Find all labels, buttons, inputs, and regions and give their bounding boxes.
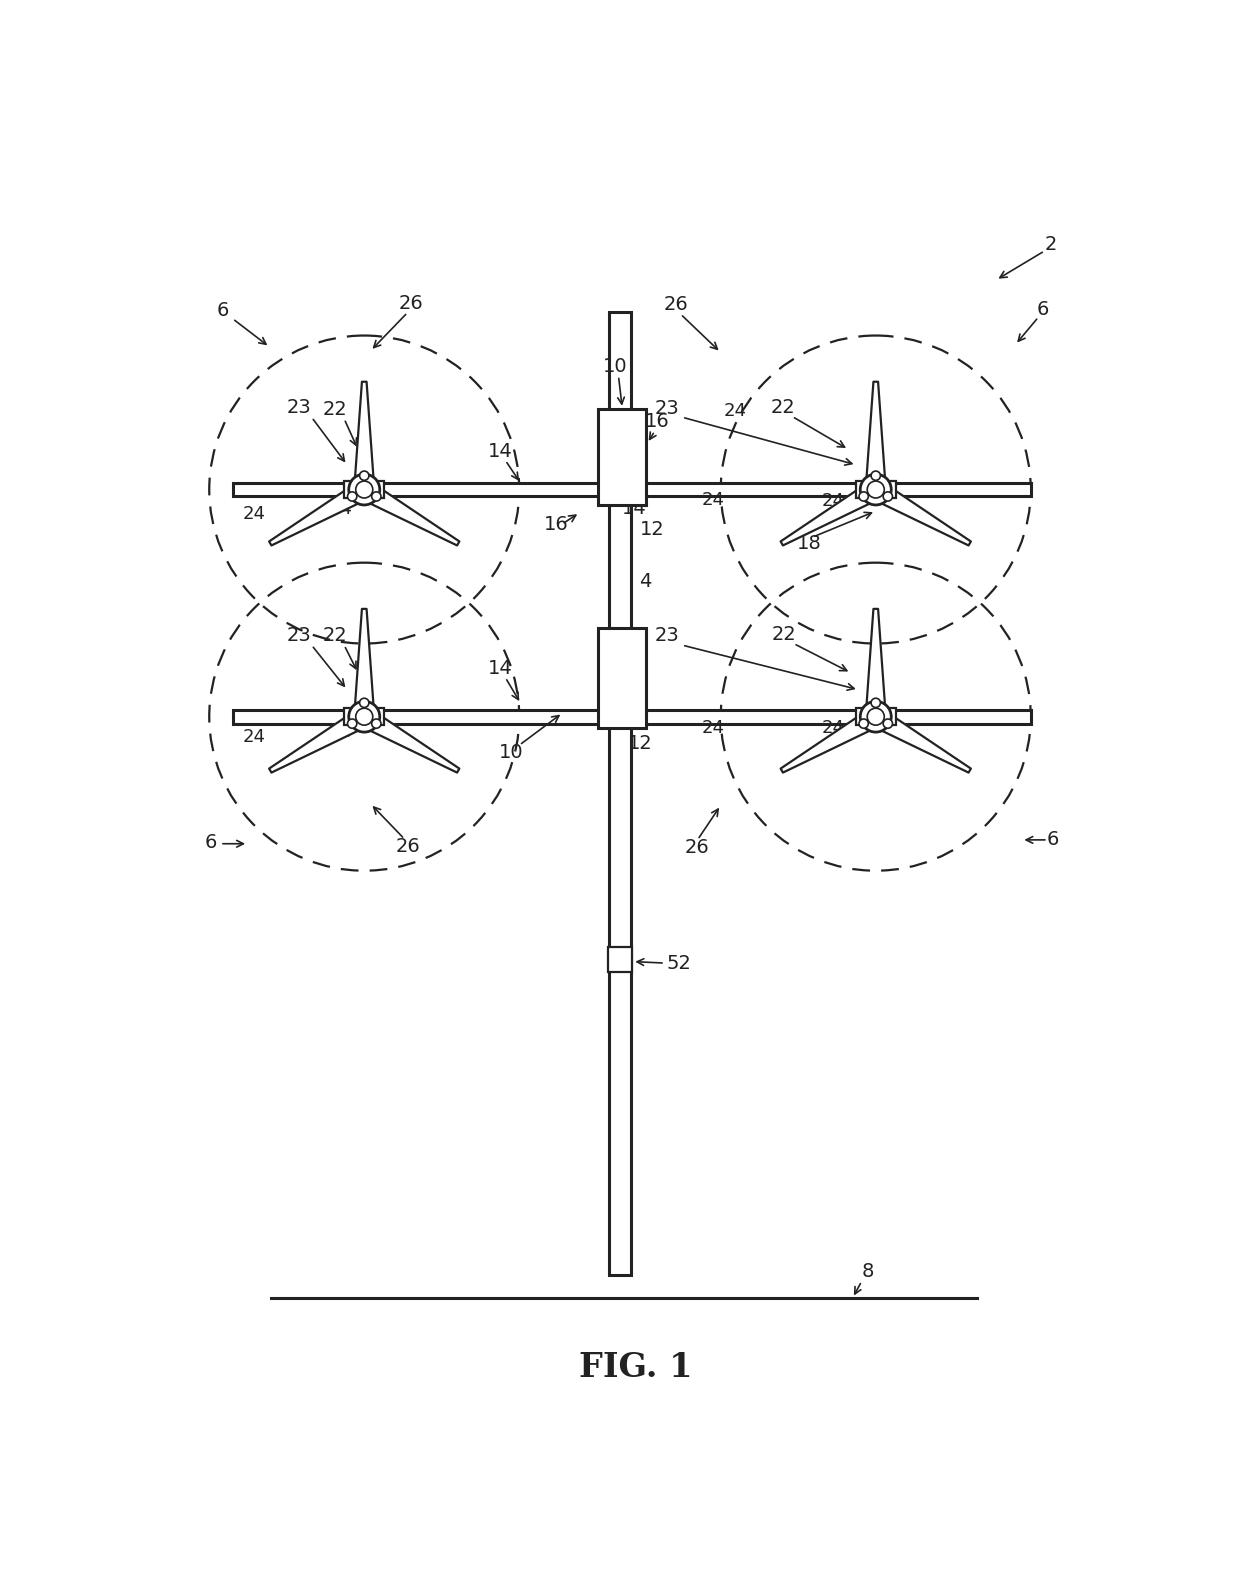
Text: FIG. 1: FIG. 1 — [579, 1351, 692, 1385]
Polygon shape — [360, 708, 459, 773]
Circle shape — [867, 708, 884, 725]
Circle shape — [861, 475, 892, 505]
Text: 12: 12 — [640, 520, 665, 539]
Text: 14: 14 — [621, 498, 646, 517]
Text: 6: 6 — [217, 301, 229, 320]
Polygon shape — [360, 481, 459, 546]
Text: 2: 2 — [1044, 235, 1056, 254]
Circle shape — [859, 719, 868, 729]
Text: 24: 24 — [822, 492, 844, 509]
Text: 22: 22 — [322, 401, 347, 419]
Text: 26: 26 — [398, 293, 423, 312]
Text: 10: 10 — [500, 743, 523, 762]
Bar — [345, 708, 384, 725]
Bar — [608, 946, 632, 971]
Polygon shape — [866, 382, 885, 489]
Circle shape — [870, 472, 880, 481]
Circle shape — [348, 702, 379, 732]
Polygon shape — [355, 382, 374, 489]
Bar — [345, 481, 384, 498]
Polygon shape — [269, 708, 370, 773]
Circle shape — [372, 719, 381, 729]
Text: 24: 24 — [243, 729, 265, 746]
Circle shape — [859, 492, 868, 501]
Polygon shape — [870, 481, 971, 546]
Text: 8: 8 — [862, 1262, 874, 1282]
Bar — [598, 628, 646, 729]
Polygon shape — [870, 708, 971, 773]
Circle shape — [870, 699, 880, 708]
Polygon shape — [269, 481, 370, 546]
Circle shape — [348, 475, 379, 505]
Text: 16: 16 — [544, 514, 569, 533]
Text: 24: 24 — [702, 719, 724, 736]
Text: 16: 16 — [645, 412, 670, 431]
Polygon shape — [781, 481, 880, 546]
Text: 23: 23 — [286, 399, 311, 418]
Text: 26: 26 — [663, 295, 688, 314]
Text: 14: 14 — [621, 645, 646, 664]
Bar — [856, 481, 895, 498]
Circle shape — [356, 481, 373, 498]
Text: 6: 6 — [1047, 831, 1059, 850]
Text: 14: 14 — [487, 659, 512, 678]
Circle shape — [883, 719, 893, 729]
Text: 18: 18 — [797, 535, 821, 554]
Text: 22: 22 — [773, 624, 796, 643]
Circle shape — [347, 719, 357, 729]
Text: 22: 22 — [322, 626, 347, 645]
Text: 26: 26 — [396, 837, 420, 856]
Circle shape — [360, 699, 370, 708]
Text: 24: 24 — [723, 402, 746, 419]
Text: 26: 26 — [686, 837, 709, 856]
Text: 52: 52 — [667, 954, 692, 973]
Text: 12: 12 — [627, 735, 652, 754]
Text: 23: 23 — [655, 626, 678, 645]
Circle shape — [347, 492, 357, 501]
Text: 23: 23 — [286, 626, 311, 645]
Text: 23: 23 — [655, 399, 678, 418]
Polygon shape — [866, 609, 885, 716]
Bar — [233, 483, 1030, 497]
Bar — [598, 408, 646, 505]
Circle shape — [861, 702, 892, 732]
Text: 6: 6 — [1037, 300, 1049, 319]
Text: 4: 4 — [640, 572, 652, 591]
Circle shape — [867, 481, 884, 498]
Bar — [856, 708, 895, 725]
Polygon shape — [355, 609, 374, 716]
Bar — [233, 710, 1030, 724]
Circle shape — [360, 472, 370, 481]
Text: 24: 24 — [243, 505, 265, 524]
Text: 24: 24 — [702, 490, 724, 508]
Circle shape — [356, 708, 373, 725]
Text: 6: 6 — [205, 833, 217, 852]
Bar — [609, 312, 631, 1274]
Text: 24: 24 — [330, 500, 352, 517]
Circle shape — [372, 492, 381, 501]
Text: 10: 10 — [603, 356, 627, 375]
Text: 22: 22 — [770, 397, 795, 416]
Text: 24: 24 — [822, 719, 844, 736]
Circle shape — [883, 492, 893, 501]
Text: 24: 24 — [330, 724, 352, 741]
Polygon shape — [781, 708, 880, 773]
Text: 14: 14 — [487, 442, 512, 460]
